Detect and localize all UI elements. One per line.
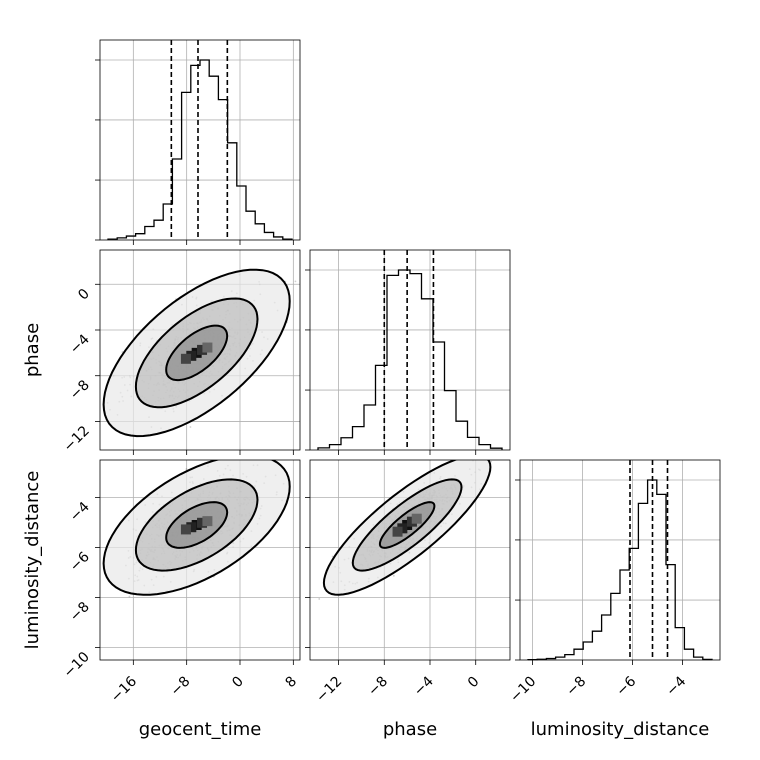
panel-content (102, 452, 291, 598)
contour-line-0 (165, 501, 229, 549)
sample-point (216, 452, 218, 454)
sample-point (189, 426, 192, 428)
sample-point (185, 468, 188, 470)
panel-frame (99, 459, 301, 661)
contour-line-1 (351, 478, 463, 572)
panel-frame (519, 459, 721, 661)
ytick-label-luminosity_distance: −4 (67, 499, 93, 525)
xtick-label-phase: −12 (313, 674, 345, 706)
xtick-label-geocent_time: −8 (168, 674, 194, 700)
density-core-cell (392, 526, 403, 537)
hist-panel-luminosity_distance (515, 459, 721, 661)
panel-frame (99, 39, 301, 241)
scatter-panel-geocent_time-phase (99, 249, 301, 451)
sample-point (392, 574, 395, 577)
xtick-label-luminosity_distance: −10 (507, 674, 539, 706)
panel-content (318, 446, 495, 600)
density-core-cell (411, 513, 422, 524)
sample-point (493, 446, 495, 448)
contour-line-1 (134, 478, 259, 572)
xtick-label-phase: 0 (465, 674, 483, 692)
xlabel-geocent_time: geocent_time (139, 719, 262, 740)
xtick-label-phase: −8 (365, 674, 391, 700)
ytick-label-phase: 0 (75, 286, 93, 304)
ytick-label-luminosity_distance: −8 (67, 599, 93, 625)
sample-point (294, 280, 297, 283)
histogram-luminosity_distance (527, 479, 713, 661)
xlabel-luminosity_distance: luminosity_distance (531, 719, 710, 740)
histogram-phase (317, 269, 503, 450)
contour-line-2 (102, 268, 291, 438)
histogram-geocent_time (107, 59, 293, 240)
density-core-cell (180, 353, 191, 364)
xtick-label-luminosity_distance: −4 (663, 673, 689, 699)
density-core-cell (191, 520, 202, 530)
hist-panel-phase (305, 249, 511, 451)
ylabel-phase: phase (22, 323, 43, 377)
ytick-label-phase: −4 (67, 331, 93, 357)
xtick-label-geocent_time: 0 (229, 674, 247, 692)
xtick-label-luminosity_distance: −8 (563, 674, 589, 700)
xtick-label-geocent_time: 8 (283, 674, 301, 692)
contour-line-1 (134, 297, 259, 409)
contour-line-0 (378, 501, 436, 549)
panel-content (102, 268, 297, 438)
density-core-cell (186, 522, 197, 533)
density-core-cell (186, 350, 197, 361)
sample-point (331, 555, 334, 558)
sample-point (318, 598, 321, 600)
scatter-panel-geocent_time-luminosity_distance (99, 452, 301, 661)
xtick-label-geocent_time: −16 (108, 673, 140, 705)
xtick-label-luminosity_distance: −6 (613, 673, 639, 699)
ytick-label-phase: −12 (61, 423, 93, 455)
contour-line-0 (165, 324, 229, 382)
density-core-cell (202, 342, 213, 353)
sample-point (490, 460, 492, 463)
density-core-cell (197, 517, 208, 528)
ytick-label-luminosity_distance: −10 (61, 649, 93, 681)
hist-panel-geocent_time (95, 39, 301, 241)
panel-frame (309, 459, 511, 661)
ytick-label-phase: −8 (67, 377, 93, 403)
panel-frame (99, 249, 301, 451)
scatter-panel-phase-luminosity_distance (309, 446, 511, 661)
contour-line-2 (102, 460, 291, 596)
density-core-cell (180, 524, 191, 535)
density-core-cell (202, 516, 213, 527)
panel-frame (309, 249, 511, 451)
sample-point (128, 595, 131, 598)
density-core-cell (191, 347, 202, 358)
contour-line-2 (322, 460, 492, 596)
xtick-label-phase: −4 (411, 673, 437, 699)
ylabel-luminosity_distance: luminosity_distance (22, 471, 43, 650)
density-core-cell (197, 344, 208, 355)
ytick-label-luminosity_distance: −6 (67, 549, 93, 575)
xlabel-phase: phase (383, 719, 437, 740)
